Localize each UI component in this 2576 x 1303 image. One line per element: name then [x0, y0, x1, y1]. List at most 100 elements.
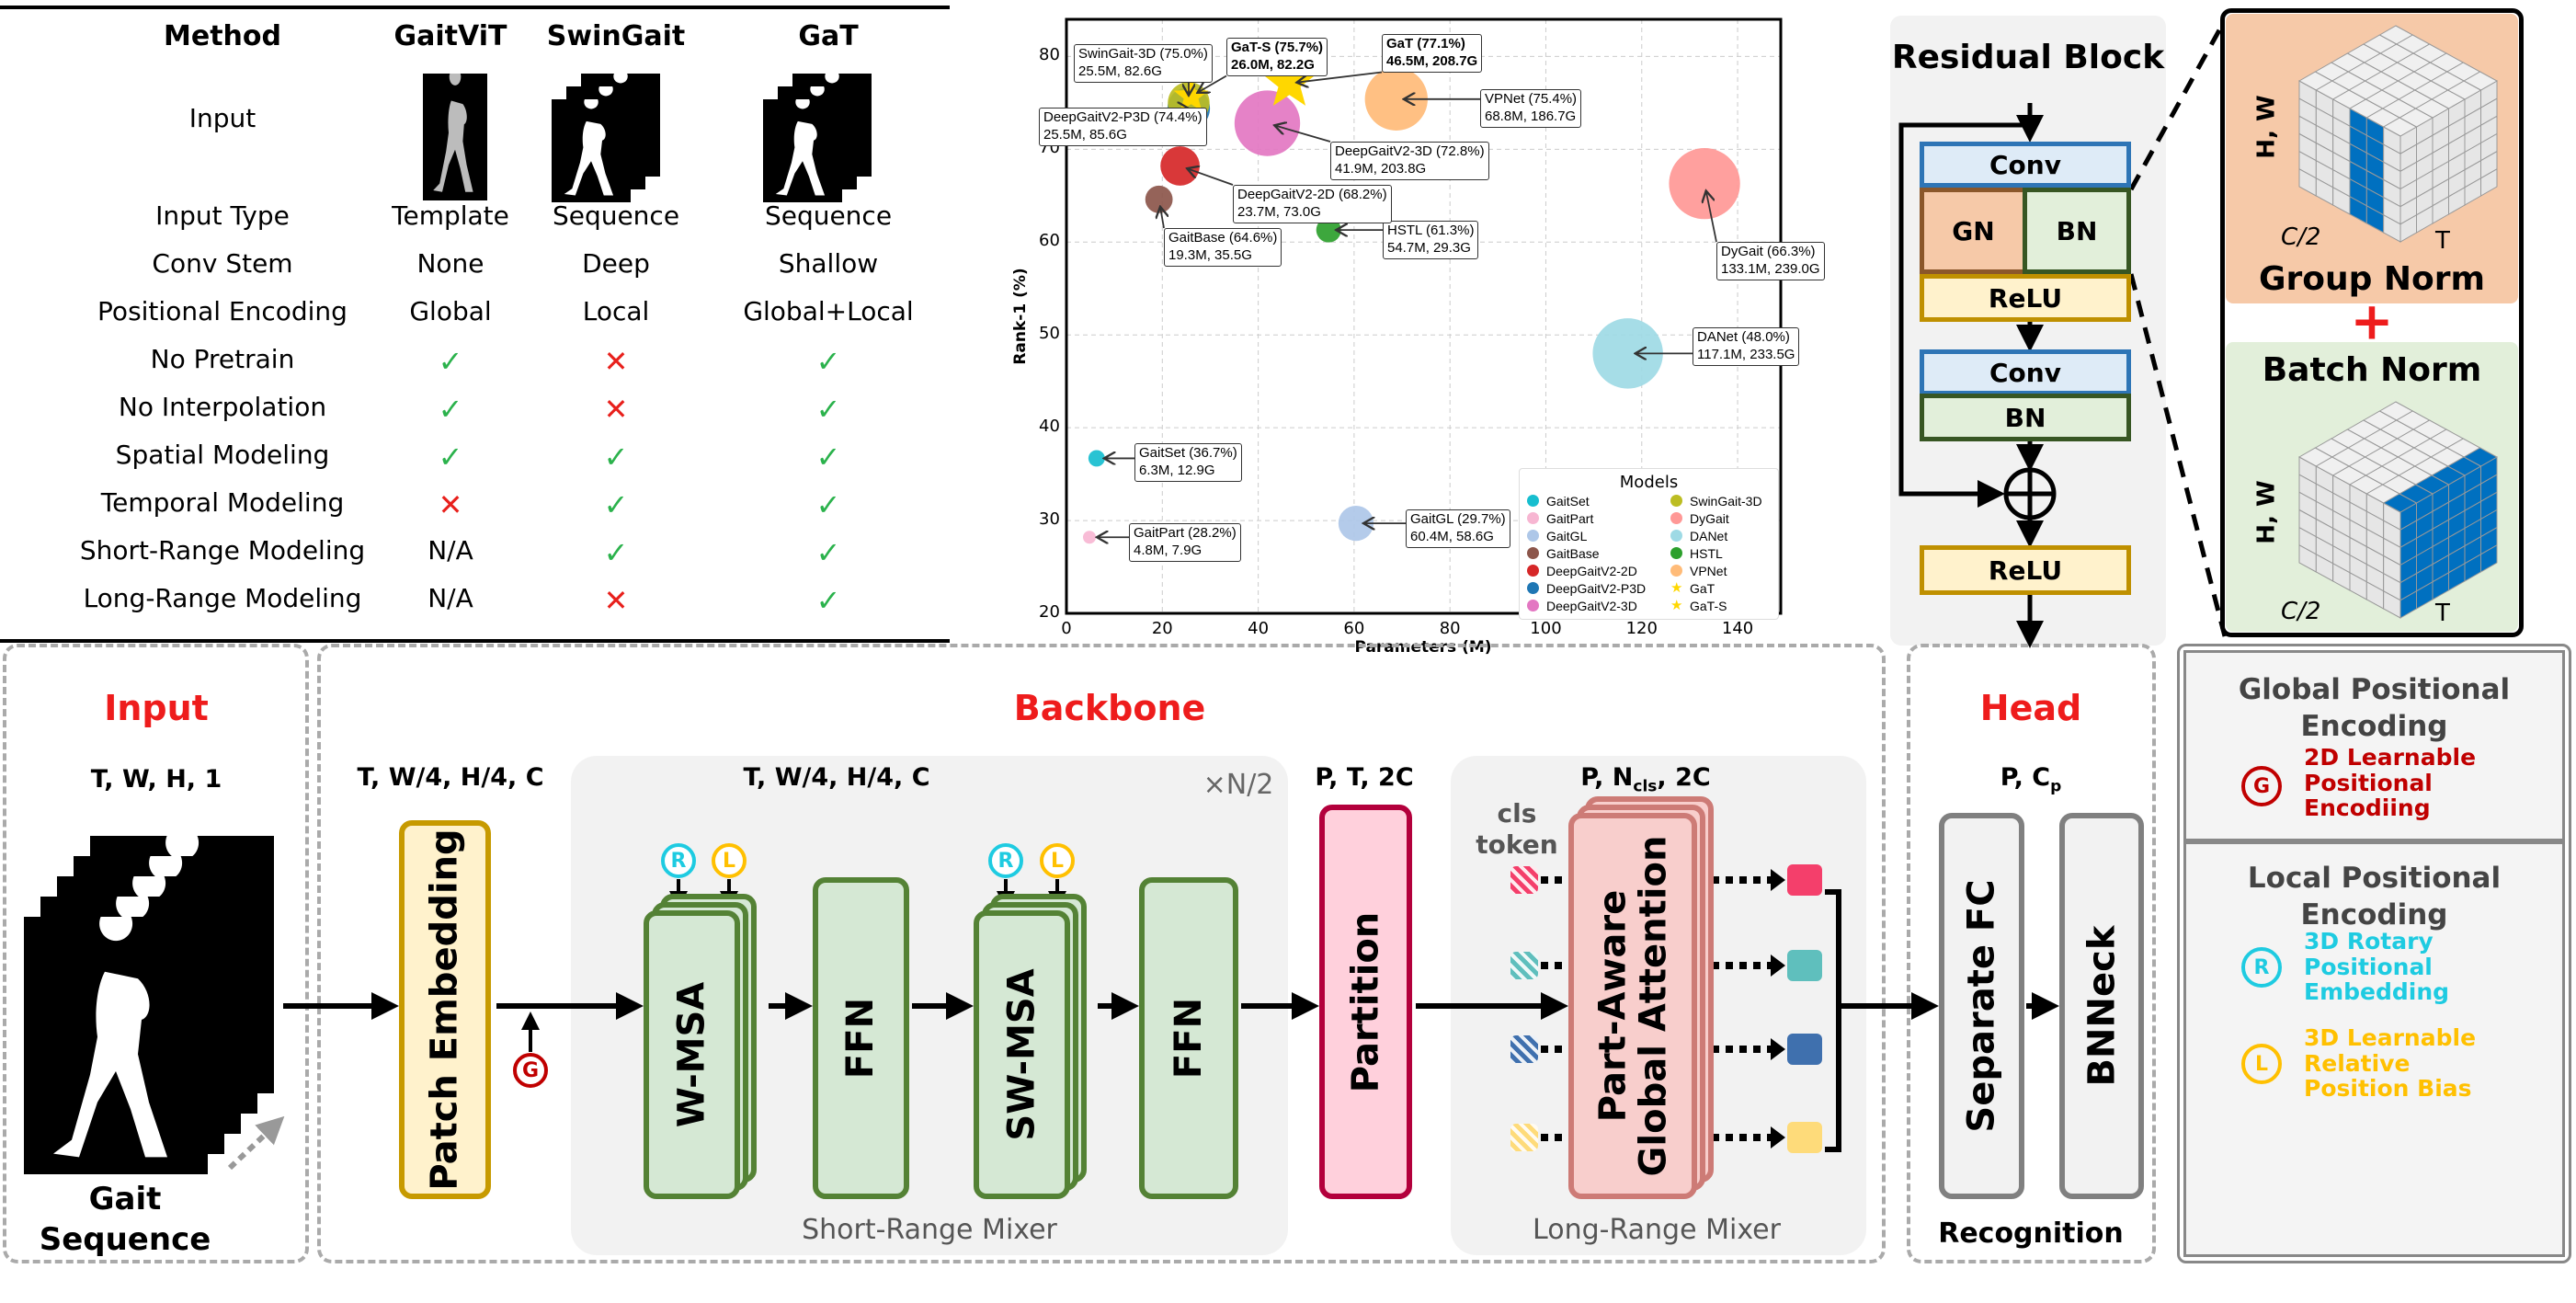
axis-t: T [2435, 227, 2450, 255]
gat-sequence-image [763, 99, 842, 202]
bubble-label: SwinGait-3D (75.0%) 25.5M, 82.6G [1074, 44, 1213, 83]
table-cell: ✓ [815, 344, 841, 379]
backbone-section [317, 644, 1886, 1263]
circle-icon [1527, 495, 1539, 507]
label-name: GaT-S (75.7%) [1231, 40, 1324, 55]
row-label: Conv Stem [152, 248, 293, 279]
axis-t: T [2435, 600, 2450, 627]
star-icon: ★ [1670, 597, 1683, 613]
part-aware-global-attention-block: Part-Aware Global Attention [1568, 813, 1697, 1199]
table-cell: Local [582, 296, 650, 326]
label-name: GaitPart (28.2%) [1134, 525, 1237, 541]
table-cell: ✓ [815, 440, 841, 474]
circle-icon [1527, 512, 1539, 524]
y-tick-label: 50 [1039, 324, 1060, 344]
x-axis-label: Parameters (M) [1354, 638, 1492, 657]
label-name: VPNet (75.4%) [1485, 91, 1578, 107]
input-title: Input [104, 688, 209, 728]
repeat-count: ×N/2 [1203, 769, 1274, 801]
table-header: GaT [798, 20, 859, 52]
label-name: SwinGait-3D (75.0%) [1078, 46, 1208, 62]
label-arrow [1198, 74, 1227, 93]
star-icon: ★ [1670, 579, 1683, 596]
rotary-pe-r-icon: R [988, 843, 1023, 878]
table-cell: ✓ [815, 535, 841, 570]
circle-icon [1670, 565, 1682, 577]
label-name: GaitGL (29.7%) [1410, 511, 1506, 527]
label-arrow [1160, 207, 1164, 229]
x-tick-label: 120 [1625, 619, 1658, 638]
patch-dims: T, W/4, H/4, C [357, 763, 544, 792]
relative-bias-l-icon: L [712, 843, 747, 878]
table-header: GaitViT [393, 20, 507, 52]
rotary-pe-description: 3D Rotary Positional Embedding [2304, 928, 2450, 1005]
x-tick-label: 40 [1248, 619, 1270, 638]
global-pe-g-icon: G [513, 1053, 548, 1088]
table-cell: Global [409, 296, 492, 326]
global-pe-description: 2D Learnable Positional Encodiing [2304, 744, 2477, 821]
label-name: GaitSet (36.7%) [1139, 445, 1237, 461]
legend-item: GaitGL [1527, 527, 1665, 544]
label-arrow [1274, 125, 1331, 143]
table-cell: ✓ [438, 344, 463, 379]
bubble-label: GaitBase (64.6%) 19.3M, 35.5G [1164, 228, 1282, 267]
table-cell: ✓ [603, 535, 629, 570]
w-msa-block: W-MSA [644, 910, 740, 1199]
label-name: DeepGaitV2-2D (68.2%) [1237, 187, 1387, 202]
label-name: HSTL (61.3%) [1387, 223, 1475, 238]
x-tick-label: 0 [1061, 619, 1072, 638]
short-range-dims: T, W/4, H/4, C [743, 763, 930, 792]
legend-item: DyGait [1670, 509, 1772, 527]
row-label: No Pretrain [150, 344, 295, 374]
group-norm-title: Group Norm [2258, 260, 2486, 298]
part-token-output [1787, 950, 1822, 981]
legend-item: DeepGaitV2-P3D [1527, 579, 1665, 597]
input-section [3, 644, 309, 1263]
label-arrow [1706, 190, 1717, 243]
circle-icon [1527, 530, 1539, 542]
legend-item: DeepGaitV2-3D [1527, 597, 1665, 614]
part-token-output [1787, 864, 1822, 896]
x-tick-label: 60 [1343, 619, 1365, 638]
table-cell: Sequence [552, 200, 680, 231]
chart-legend: Models GaitSet GaitPart GaitGL GaitBase Deep… [1519, 468, 1779, 620]
group-norm-panel: H, W C/2 T Group Norm [2226, 14, 2518, 303]
bubble-label: DANet (48.0%) 117.1M, 233.5G [1693, 327, 1800, 366]
bubble-label: DeepGaitV2-P3D (74.4%) 25.5M, 85.6G [1039, 108, 1207, 146]
circle-icon [1527, 582, 1539, 594]
bubble-label: GaitPart (28.2%) 4.8M, 7.9G [1129, 523, 1241, 562]
label-stats: 41.9M, 203.8G [1335, 160, 1427, 177]
table-cell: ✕ [438, 487, 463, 522]
relative-bias-description: 3D Learnable Relative Position Bias [2304, 1024, 2477, 1102]
y-tick-label: 20 [1039, 602, 1060, 622]
x-tick-label: 80 [1439, 619, 1461, 638]
label-stats: 133.1M, 239.0G [1721, 260, 1820, 277]
ffn-block-2: FFN [1139, 877, 1238, 1199]
table-header: Method [164, 20, 281, 52]
label-name: DeepGaitV2-P3D (74.4%) [1043, 109, 1203, 125]
row-label: No Interpolation [118, 392, 327, 422]
circle-icon [1670, 530, 1682, 542]
row-label: Positional Encoding [97, 296, 348, 326]
label-stats: 54.7M, 29.3G [1387, 239, 1471, 256]
label-stats: 25.5M, 85.6G [1043, 126, 1127, 143]
local-pe-title: Local Positional Encoding [2247, 862, 2502, 932]
bottom-rule [0, 639, 950, 643]
label-stats: 46.5M, 208.7G [1386, 52, 1478, 69]
gait-frame [24, 917, 208, 1174]
bnneck-block: BNNeck [2059, 813, 2144, 1199]
cls-token [1510, 866, 1538, 894]
label-stats: 26.0M, 82.2G [1231, 56, 1315, 73]
long-range-mixer-caption: Long-Range Mixer [1533, 1214, 1781, 1246]
cls-token [1510, 952, 1538, 979]
legend-item: ★ GaT [1670, 579, 1715, 596]
label-stats: 117.1M, 233.5G [1697, 346, 1795, 362]
part-token-output [1787, 1122, 1822, 1153]
label-name: DeepGaitV2-3D (72.8%) [1335, 143, 1485, 159]
bubble-label: GaT-S (75.7%) 26.0M, 82.2G [1226, 38, 1328, 76]
star-marker-gat [1263, 55, 1316, 106]
table-cell: ✓ [815, 392, 841, 427]
label-stats: 68.8M, 186.7G [1485, 108, 1577, 124]
label-arrow [1187, 168, 1234, 186]
table-cell: Global+Local [743, 296, 914, 326]
